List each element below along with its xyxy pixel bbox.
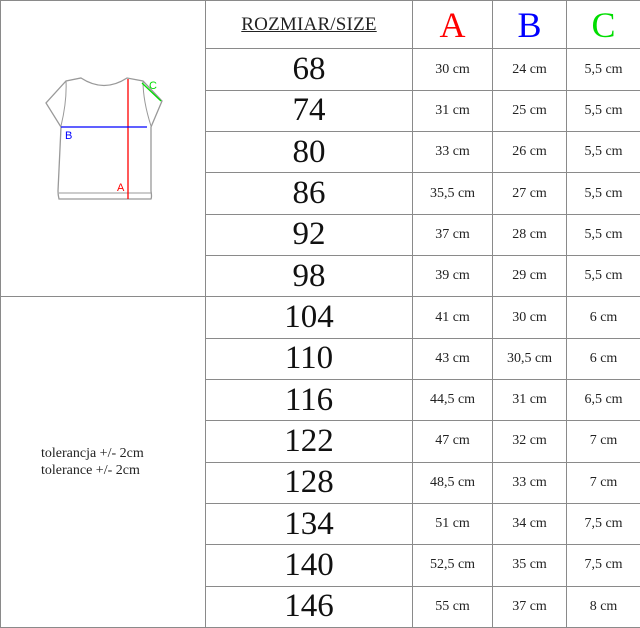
size-cell: 80 (205, 131, 413, 174)
b-cell: 27 cm (492, 172, 567, 215)
size-cell: 116 (205, 378, 413, 422)
tolerance-pl: tolerancja +/- 2cm (41, 446, 144, 462)
a-cell: 35,5 cm (412, 172, 493, 215)
c-cell: 6,5 cm (566, 378, 640, 422)
b-cell: 30 cm (492, 296, 567, 339)
c-column-header: C (566, 0, 640, 50)
table-row: tolerancja +/- 2cm tolerance +/- 2cm 104 41… (0, 296, 640, 628)
b-cell: 35 cm (492, 544, 567, 587)
c-cell: 5,5 cm (566, 131, 640, 174)
a-cell: 51 cm (412, 502, 493, 546)
c-cell: 5,5 cm (566, 213, 640, 257)
a-cell: 44,5 cm (412, 378, 493, 422)
table-row: 116 44,5 cm 31 cm 6,5 cm (1, 378, 640, 422)
size-cell: 128 (205, 461, 413, 504)
size-cell: 110 (205, 337, 413, 381)
a-cell: 31 cm (412, 89, 493, 133)
c-cell: 6 cm (566, 337, 640, 381)
size-cell: 134 (205, 502, 413, 546)
a-cell: 52,5 cm (412, 544, 493, 587)
b-cell: 34 cm (492, 502, 567, 546)
table-row: 134 51 cm 34 cm 7,5 cm (1, 502, 640, 546)
c-cell: 5,5 cm (566, 48, 640, 91)
b-cell: 32 cm (492, 420, 567, 463)
b-cell: 30,5 cm (492, 337, 567, 381)
a-cell: 33 cm (412, 131, 493, 174)
diagram-cell: C B A (0, 0, 206, 298)
size-cell: 122 (205, 420, 413, 463)
c-cell: 8 cm (566, 585, 640, 628)
header-row: C B A ROZMIAR/SIZE A B C (0, 0, 640, 298)
c-cell: 5,5 cm (566, 89, 640, 133)
b-cell: 25 cm (492, 89, 567, 133)
b-column-header: B (492, 0, 567, 50)
c-cell: 6 cm (566, 296, 640, 339)
a-cell: 48,5 cm (412, 461, 493, 504)
a-cell: 47 cm (412, 420, 493, 463)
table-row: 86 35,5 cm 27 cm 5,5 cm (1, 172, 640, 215)
a-cell: 39 cm (412, 255, 493, 298)
c-cell: 7,5 cm (566, 544, 640, 587)
a-cell: 30 cm (412, 48, 493, 91)
size-cell: 86 (205, 172, 413, 215)
table-row: 122 47 cm 32 cm 7 cm (1, 420, 640, 463)
table-row: 92 37 cm 28 cm 5,5 cm (1, 213, 640, 257)
size-cell: 92 (205, 213, 413, 257)
b-cell: 24 cm (492, 48, 567, 91)
a-cell: 43 cm (412, 337, 493, 381)
a-column-header: A (412, 0, 493, 50)
b-cell: 33 cm (492, 461, 567, 504)
b-cell: 29 cm (492, 255, 567, 298)
table-row: 140 52,5 cm 35 cm 7,5 cm (1, 544, 640, 587)
size-cell: 74 (205, 89, 413, 133)
diagram-label-b: B (65, 130, 72, 142)
tolerance-en: tolerance +/- 2cm (41, 463, 140, 479)
diagram-label-a: A (117, 182, 125, 194)
table-row: 110 43 cm 30,5 cm 6 cm (1, 337, 640, 381)
b-cell: 31 cm (492, 378, 567, 422)
b-cell: 28 cm (492, 213, 567, 257)
size-cell: 104 (205, 296, 413, 339)
c-cell: 7,5 cm (566, 502, 640, 546)
table-row: 146 55 cm 37 cm 8 cm (1, 585, 640, 628)
a-cell: 37 cm (412, 213, 493, 257)
diagram-label-c: C (149, 80, 157, 92)
size-cell: 68 (205, 48, 413, 91)
table-row: 80 33 cm 26 cm 5,5 cm (1, 131, 640, 174)
b-cell: 37 cm (492, 585, 567, 628)
c-cell: 5,5 cm (566, 255, 640, 298)
tolerance-cell: tolerancja +/- 2cm tolerance +/- 2cm (0, 296, 206, 628)
c-cell: 7 cm (566, 420, 640, 463)
a-cell: 41 cm (412, 296, 493, 339)
a-cell: 55 cm (412, 585, 493, 628)
size-column-header: ROZMIAR/SIZE (205, 0, 413, 50)
size-cell: 146 (205, 585, 413, 628)
size-cell: 98 (205, 255, 413, 298)
b-cell: 26 cm (492, 131, 567, 174)
table-row: 74 31 cm 25 cm 5,5 cm (1, 89, 640, 133)
c-cell: 5,5 cm (566, 172, 640, 215)
c-cell: 7 cm (566, 461, 640, 504)
tshirt-diagram-icon: C B A (45, 77, 163, 200)
size-cell: 140 (205, 544, 413, 587)
